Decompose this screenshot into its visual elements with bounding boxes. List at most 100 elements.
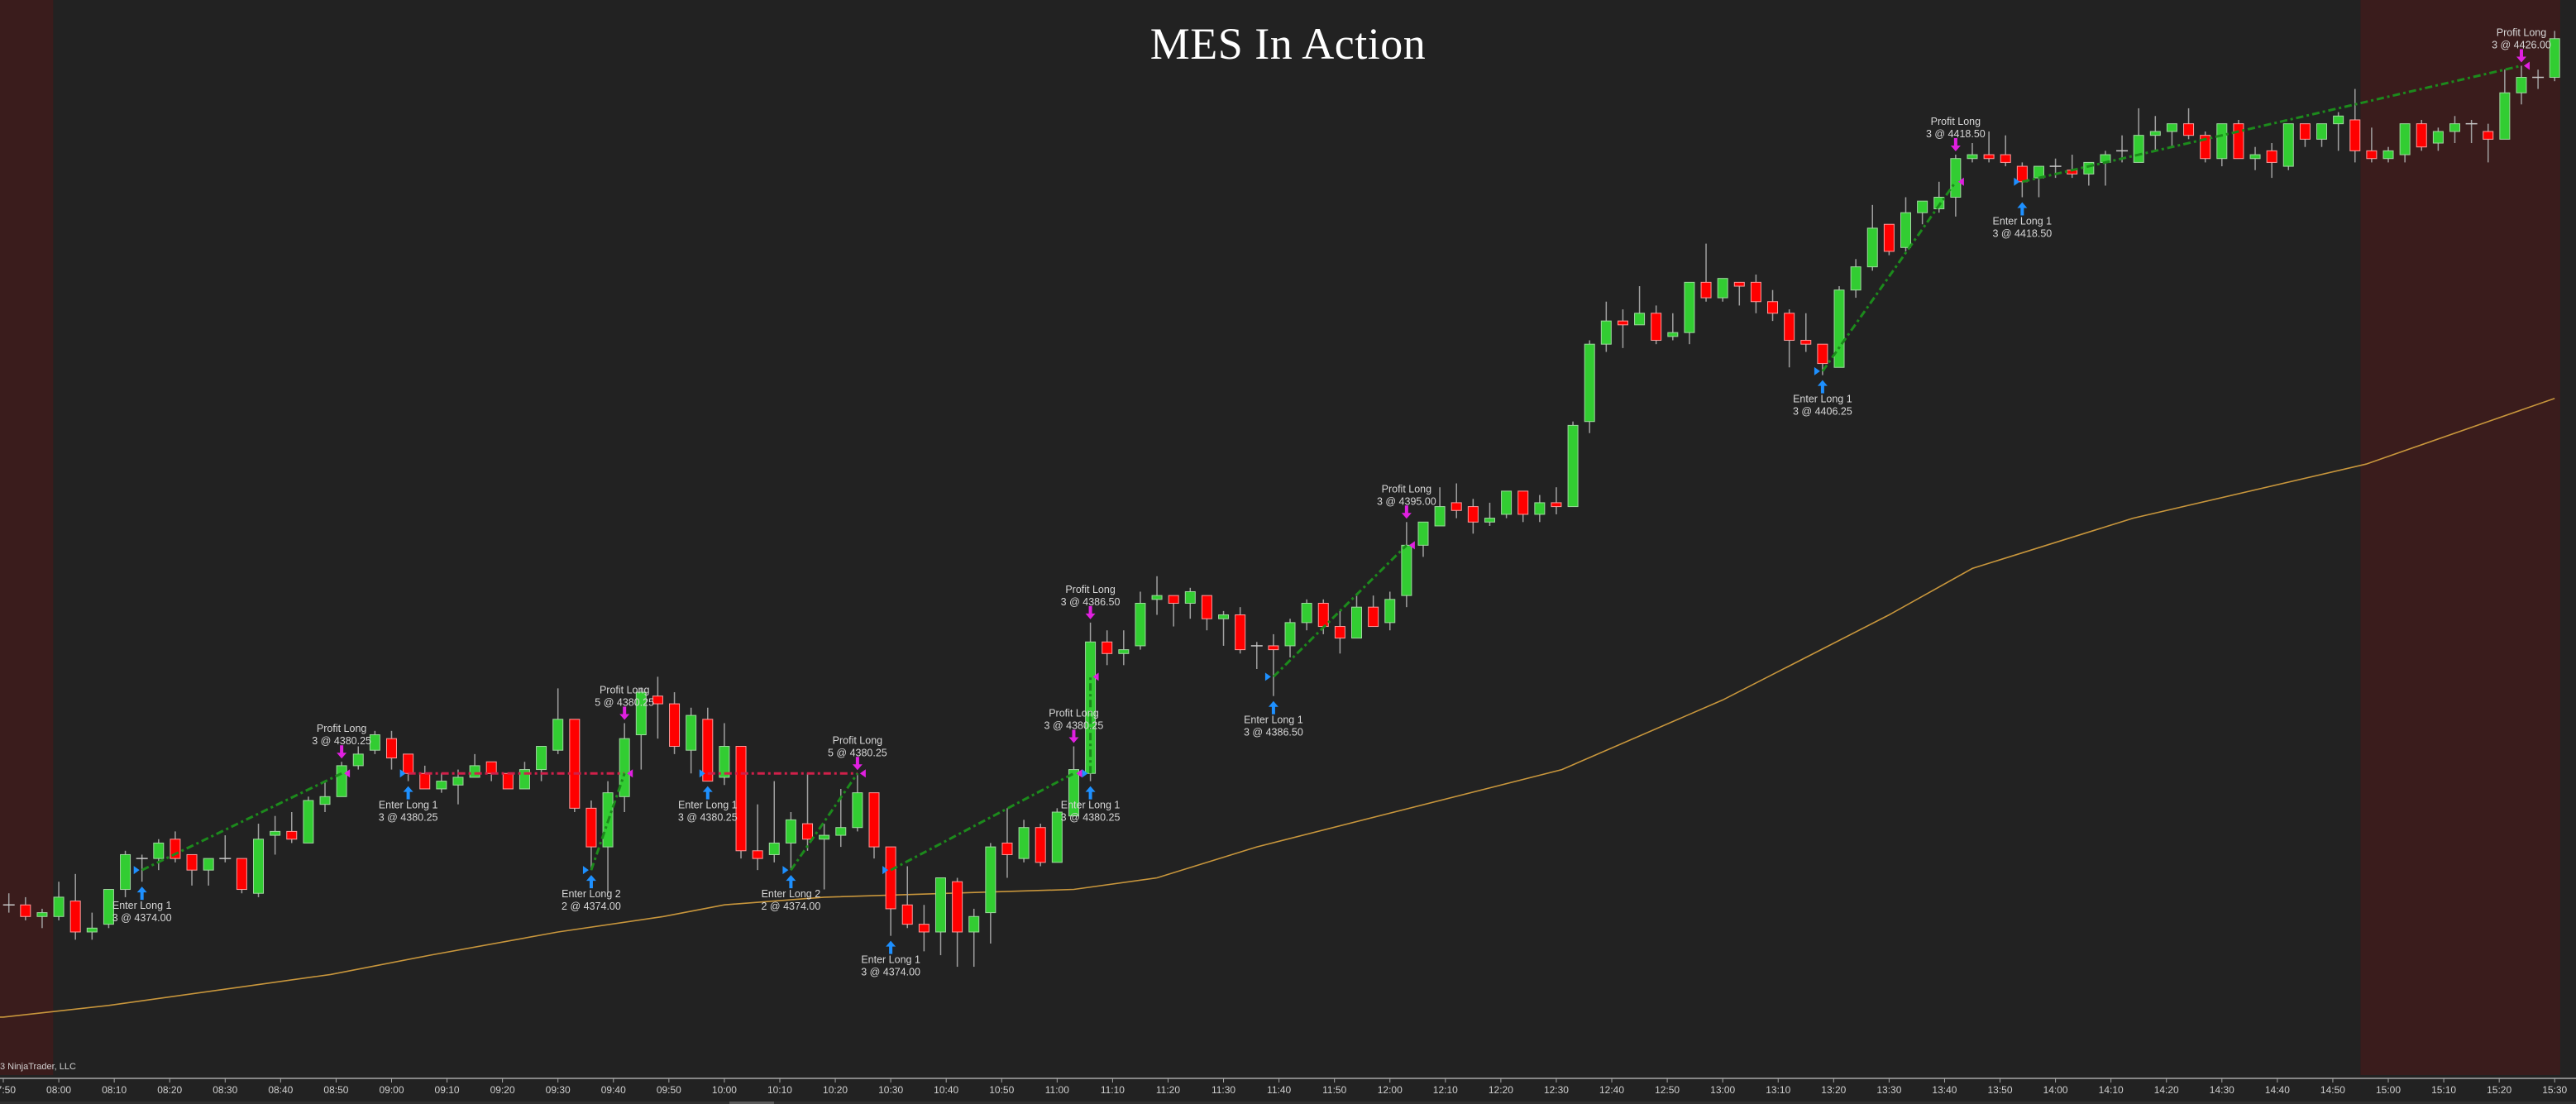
candle-body-up <box>36 912 48 917</box>
arrow-down-icon <box>337 745 347 759</box>
candle <box>1235 607 1246 654</box>
candle-body-up <box>1534 502 1546 515</box>
x-tick-label: 11:50 <box>1322 1084 1346 1096</box>
candle <box>2366 127 2378 163</box>
candle-body-down <box>2366 150 2378 160</box>
trade-detail: 2 @ 4374.00 <box>762 901 821 912</box>
exit-marker-icon <box>1408 541 1415 550</box>
trade-detail: 5 @ 4380.25 <box>828 747 887 758</box>
entry-marker-icon <box>782 866 789 875</box>
trade-label: Enter Long 2 <box>762 888 821 900</box>
trade-detail: 3 @ 4380.25 <box>1061 812 1121 824</box>
candle-body-down <box>2200 135 2211 160</box>
trade-detail: 3 @ 4418.50 <box>1992 227 2052 239</box>
candle-body-down <box>2483 131 2494 140</box>
candle <box>1401 522 1412 608</box>
trade-detail: 3 @ 4395.00 <box>1377 495 1436 507</box>
candle <box>2483 123 2494 163</box>
x-tick-label: 08:20 <box>157 1084 182 1096</box>
candle-body-up <box>785 819 796 844</box>
trade-annotations: Enter Long 13 @ 4374.00 Profit Long 3 @ 43… <box>112 26 2551 977</box>
candle <box>1750 275 1761 313</box>
candle <box>1250 642 1263 669</box>
candle-body-up <box>86 927 98 933</box>
x-tick-label: 11:30 <box>1212 1084 1235 1096</box>
candle <box>1368 595 1379 628</box>
x-tick-label: 15:20 <box>2487 1084 2511 1096</box>
candle-body-up <box>1667 332 1679 337</box>
candle-body-up <box>635 691 647 735</box>
trade-detail: 3 @ 4380.25 <box>678 812 738 824</box>
candle-body-up <box>1301 602 1312 624</box>
x-tick-label: 13:50 <box>1988 1084 2013 1096</box>
candle-body-up <box>1917 200 1928 213</box>
trade-detail: 3 @ 4380.25 <box>1044 720 1104 732</box>
entry-marker-icon <box>882 866 889 875</box>
candle-body-up <box>2499 92 2511 140</box>
candle-body-down <box>1784 313 1795 342</box>
trade-detail: 3 @ 4418.50 <box>1926 128 1986 140</box>
candle-body-down <box>1268 645 1279 651</box>
candle <box>2449 116 2460 144</box>
trade-line <box>141 772 342 872</box>
candle <box>985 843 996 944</box>
x-tick-label: 11:40 <box>1267 1084 1291 1096</box>
candle-body-down <box>2299 123 2311 140</box>
arrow-down-icon <box>1068 729 1079 743</box>
entry-annotation: Enter Long 22 @ 4374.00 <box>762 866 821 912</box>
candle <box>652 676 663 739</box>
entry-annotation: Enter Long 13 @ 4380.25 <box>678 769 738 824</box>
candle <box>319 781 331 813</box>
x-tick-label: 13:00 <box>1710 1084 1735 1096</box>
candle-body-down <box>1368 606 1379 628</box>
candle <box>1651 305 1662 345</box>
x-tick-label: 10:30 <box>878 1084 903 1096</box>
x-tick-label: 10:20 <box>823 1084 848 1096</box>
candle-body-down <box>1651 313 1662 342</box>
trade-label: Profit Long <box>317 723 367 734</box>
x-tick-label: 09:20 <box>490 1084 515 1096</box>
candle <box>1883 223 1895 256</box>
candle <box>2149 116 2161 151</box>
candle <box>2316 123 2328 147</box>
trade-line <box>1272 544 1407 678</box>
scrollbar-thumb[interactable] <box>729 1102 774 1104</box>
trade-line <box>790 772 859 872</box>
x-tick-label: 12:10 <box>1433 1084 1458 1096</box>
candle-body-down <box>735 746 747 852</box>
candle <box>1334 610 1345 654</box>
candle <box>1917 200 1928 225</box>
entry-annotation: Enter Long 13 @ 4380.25 <box>379 769 438 824</box>
candle <box>868 792 880 859</box>
candle <box>203 858 214 886</box>
candle-body-up <box>203 858 214 871</box>
trade-label: Profit Long <box>833 734 883 746</box>
entry-annotation: Enter Long 13 @ 4374.00 <box>861 866 920 978</box>
candle-body-up <box>1484 518 1495 523</box>
candle <box>918 905 930 952</box>
candle <box>752 804 763 871</box>
candle <box>236 858 247 894</box>
candle <box>619 723 630 813</box>
candle-body-down <box>186 853 198 871</box>
candle-body-down <box>1168 595 1179 604</box>
candle <box>952 877 963 968</box>
candle-body-up <box>1051 811 1063 863</box>
candle <box>53 882 65 920</box>
arrow-up-icon <box>1268 700 1278 714</box>
x-tick-label: 10:00 <box>712 1084 737 1096</box>
candle-body-down <box>802 823 814 840</box>
candle <box>2299 123 2311 147</box>
candle <box>1800 313 1812 352</box>
candle <box>1784 309 1795 368</box>
candle <box>86 912 98 940</box>
entry-marker-icon <box>1264 672 1271 681</box>
entry-annotation: Enter Long 13 @ 4374.00 <box>112 866 172 924</box>
horizontal-scrollbar[interactable] <box>0 1102 2576 1104</box>
candle-body-down <box>2016 165 2028 183</box>
trade-lines <box>141 65 2522 872</box>
candle <box>369 730 380 754</box>
x-tick-label: 10:10 <box>767 1084 792 1096</box>
candle-body-down <box>1617 320 1628 326</box>
